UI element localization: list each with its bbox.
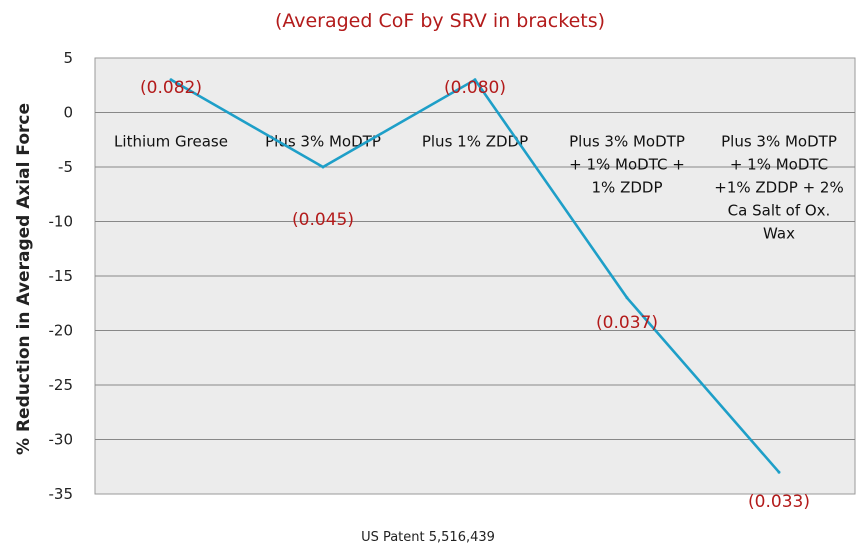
category-label: Plus 3% MoDTP + 1% MoDTC +1% ZDDP + 2% Ca S… — [714, 133, 843, 243]
y-tick-label: -35 — [49, 485, 74, 503]
category-label: Plus 1% ZDDP — [422, 133, 528, 151]
category-label-line: + 1% MoDTC — [730, 156, 828, 174]
data-label: (0.082) — [140, 78, 202, 98]
category-label: Plus 3% MoDTP — [265, 133, 381, 151]
data-label: (0.045) — [292, 210, 354, 230]
category-label: Lithium Grease — [114, 133, 228, 151]
plot-area: 5 0 -5 -10 -15 -20 -25 -30 -35 Lithium Grease Plus… — [49, 49, 856, 512]
data-label: (0.033) — [748, 492, 810, 512]
category-label-line: Lithium Grease — [114, 133, 228, 151]
data-point — [321, 165, 325, 169]
y-tick-label: 0 — [63, 104, 73, 122]
y-axis-label: % Reduction in Averaged Axial Force — [14, 103, 34, 455]
data-label: (0.037) — [596, 313, 658, 333]
category-label-line: Plus 3% MoDTP — [265, 133, 381, 151]
y-tick-label: -20 — [49, 322, 74, 340]
category-label-line: +1% ZDDP + 2% — [714, 179, 843, 197]
category-label-line: Wax — [763, 225, 795, 243]
y-tick-label: -10 — [49, 213, 74, 231]
category-label-line: + 1% MoDTC + — [569, 156, 685, 174]
y-tick-label: -5 — [58, 158, 73, 176]
chart-title: (Averaged CoF by SRV in brackets) — [275, 10, 605, 32]
category-label-line: Ca Salt of Ox. — [728, 202, 831, 220]
data-point — [169, 78, 173, 82]
category-label-line: Plus 3% MoDTP — [721, 133, 837, 151]
y-tick-label: -15 — [49, 267, 74, 285]
category-label-line: Plus 3% MoDTP — [569, 133, 685, 151]
data-point — [625, 296, 629, 300]
y-tick-label: 5 — [63, 49, 73, 67]
category-label-line: 1% ZDDP — [592, 179, 663, 197]
data-point — [777, 470, 781, 474]
data-label: (0.080) — [444, 78, 506, 98]
data-point — [473, 78, 477, 82]
category-label: Plus 3% MoDTP + 1% MoDTC + 1% ZDDP — [569, 133, 685, 197]
source-note: US Patent 5,516,439 — [361, 530, 495, 545]
y-tick-label: -25 — [49, 376, 74, 394]
category-label-line: Plus 1% ZDDP — [422, 133, 528, 151]
y-tick-label: -30 — [49, 431, 74, 449]
